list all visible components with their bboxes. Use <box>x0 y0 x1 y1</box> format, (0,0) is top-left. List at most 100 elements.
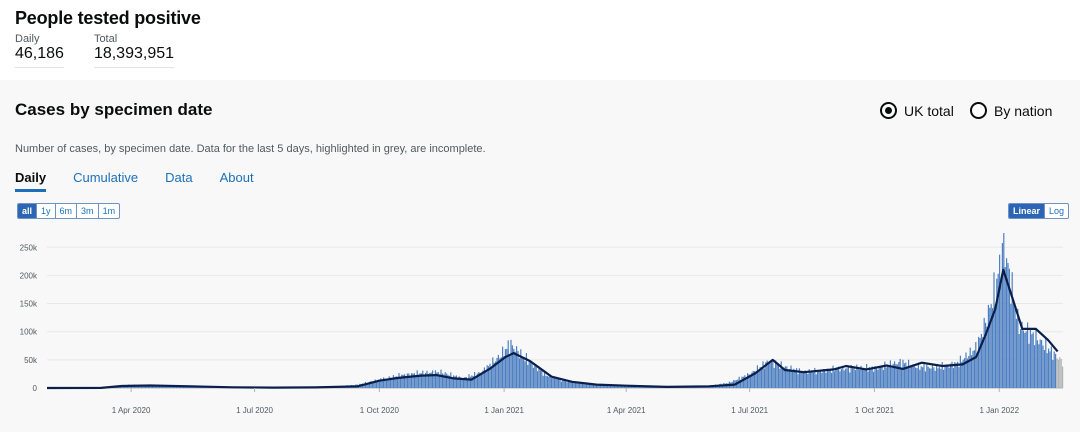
daily-bar <box>556 378 558 388</box>
daily-bar <box>436 372 438 388</box>
daily-bar <box>930 368 932 388</box>
daily-bar <box>600 384 602 388</box>
y-tick-label: 250k <box>20 243 38 252</box>
daily-bar <box>1057 359 1059 388</box>
scale-linear-button[interactable]: Linear <box>1009 204 1046 218</box>
range-6m-button[interactable]: 6m <box>56 204 78 218</box>
daily-bar <box>1006 258 1008 388</box>
daily-bar <box>880 365 882 388</box>
daily-bar <box>812 372 814 388</box>
daily-bar <box>877 369 879 388</box>
daily-bar <box>493 362 495 388</box>
daily-bar <box>770 360 772 388</box>
daily-bar <box>835 369 837 388</box>
daily-bar <box>759 367 761 388</box>
daily-bar <box>874 366 876 388</box>
daily-bar <box>894 361 896 388</box>
daily-bar <box>964 358 966 388</box>
daily-bar <box>460 377 462 388</box>
scale-log-button[interactable]: Log <box>1049 206 1065 216</box>
daily-bar <box>160 385 162 388</box>
range-1m-button[interactable]: 1m <box>102 206 116 216</box>
range-3m-button[interactable]: 3m <box>77 204 99 218</box>
daily-bar <box>950 363 952 388</box>
daily-bar <box>825 372 827 388</box>
daily-bar <box>881 366 883 388</box>
daily-bar <box>916 368 918 388</box>
daily-bar <box>943 369 945 388</box>
daily-bar <box>803 372 805 388</box>
tab-daily[interactable]: Daily <box>15 170 47 192</box>
daily-bar <box>884 361 886 388</box>
daily-bar <box>468 374 470 388</box>
daily-bar <box>922 367 924 388</box>
daily-bar <box>947 364 949 388</box>
daily-bar <box>873 371 875 388</box>
daily-bar <box>500 357 502 388</box>
daily-bar <box>910 366 912 388</box>
daily-bar <box>937 368 939 388</box>
daily-bar <box>1056 358 1058 388</box>
daily-bar <box>756 365 758 388</box>
daily-bar <box>593 383 595 388</box>
daily-bar <box>814 367 816 388</box>
daily-bar <box>1035 329 1037 388</box>
daily-bar <box>773 367 775 388</box>
rolling-average-line <box>46 268 1059 390</box>
daily-bar <box>919 369 921 388</box>
daily-bar <box>958 367 960 388</box>
daily-bar <box>992 308 994 388</box>
radio-by-nation-label: By nation <box>994 102 1053 119</box>
daily-bar <box>955 363 957 388</box>
radio-uk-total[interactable]: UK total <box>880 102 954 119</box>
daily-bar <box>594 384 596 388</box>
daily-bar <box>845 368 847 388</box>
tab-about[interactable]: About <box>219 170 254 185</box>
y-tick-label: 100k <box>20 328 38 337</box>
daily-bar <box>899 358 901 388</box>
daily-bar <box>840 369 842 388</box>
daily-bar <box>790 365 792 388</box>
daily-bar <box>985 322 987 388</box>
daily-bar <box>565 381 567 388</box>
daily-bar <box>598 384 600 388</box>
range-all-button[interactable]: all <box>18 204 38 218</box>
daily-bar <box>875 366 877 388</box>
daily-bar <box>906 367 908 388</box>
daily-bar <box>892 363 894 388</box>
daily-bar <box>1036 340 1038 388</box>
daily-bar <box>516 346 518 388</box>
daily-bar <box>588 384 590 388</box>
daily-bar <box>496 357 498 388</box>
daily-bar <box>458 376 460 388</box>
daily-value: 46,186 <box>15 45 64 68</box>
daily-bar <box>518 358 520 388</box>
daily-bar <box>776 364 778 388</box>
daily-bar <box>934 370 936 388</box>
daily-bar <box>889 360 891 388</box>
radio-by-nation[interactable]: By nation <box>970 102 1052 119</box>
daily-bar <box>544 371 546 388</box>
tab-data[interactable]: Data <box>165 170 193 185</box>
daily-metric: Daily 46,186 <box>15 33 64 68</box>
daily-bar <box>443 374 445 388</box>
daily-bar <box>1001 243 1003 388</box>
daily-bar <box>856 364 858 388</box>
daily-bar <box>434 370 436 388</box>
daily-bar <box>821 372 823 388</box>
tab-cumulative[interactable]: Cumulative <box>73 170 139 185</box>
daily-bar <box>887 365 889 388</box>
daily-bar <box>523 356 525 388</box>
daily-bar <box>1031 334 1033 388</box>
daily-bar <box>915 367 917 388</box>
daily-bar <box>524 361 526 388</box>
daily-bar <box>978 336 980 388</box>
daily-bar <box>1027 322 1029 388</box>
daily-bar <box>538 368 540 388</box>
daily-bar <box>558 379 560 388</box>
daily-bar <box>1029 327 1031 388</box>
range-1y-button[interactable]: 1y <box>37 204 56 218</box>
daily-bar <box>371 381 373 388</box>
daily-bar <box>514 351 516 388</box>
daily-bar <box>801 372 803 388</box>
